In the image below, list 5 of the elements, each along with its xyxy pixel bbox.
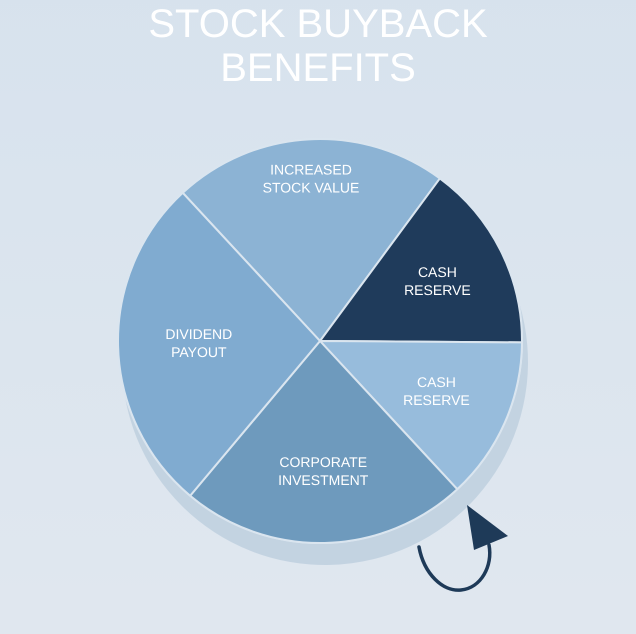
slice-label: INCREASED STOCK VALUE bbox=[262, 162, 360, 196]
slice-label: CASH RESERVE bbox=[403, 374, 470, 408]
slice-label: DIVIDEND PAYOUT bbox=[165, 326, 232, 360]
slice-label: CASH RESERVE bbox=[404, 264, 471, 298]
slice-label: CORPORATE INVESTMENT bbox=[278, 454, 369, 488]
